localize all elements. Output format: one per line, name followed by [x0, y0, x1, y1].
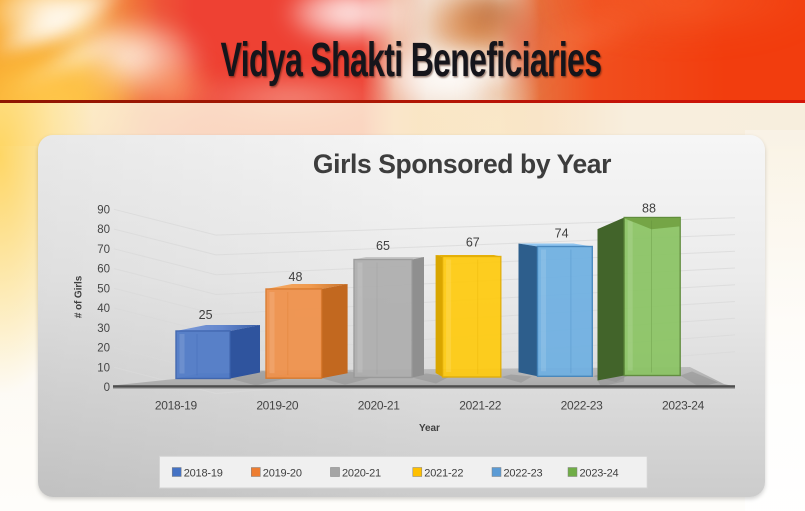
svg-text:48: 48: [289, 270, 303, 284]
svg-text:2021-22: 2021-22: [459, 399, 502, 413]
svg-text:74: 74: [555, 227, 569, 241]
svg-text:2018-19: 2018-19: [184, 468, 223, 480]
svg-text:20: 20: [97, 343, 110, 355]
svg-text:Year: Year: [419, 423, 440, 434]
svg-text:80: 80: [97, 224, 110, 236]
svg-text:2019-20: 2019-20: [256, 399, 299, 413]
svg-text:50: 50: [97, 283, 110, 295]
svg-text:2020-21: 2020-21: [358, 399, 401, 413]
svg-text:2019-20: 2019-20: [263, 468, 302, 480]
svg-text:67: 67: [466, 236, 480, 250]
svg-text:40: 40: [97, 303, 110, 315]
svg-text:88: 88: [642, 202, 656, 216]
svg-text:0: 0: [104, 382, 110, 394]
svg-text:2021-22: 2021-22: [424, 468, 463, 480]
svg-text:Girls Sponsored by Year: Girls Sponsored by Year: [313, 149, 611, 179]
svg-text:2018-19: 2018-19: [155, 399, 198, 413]
svg-text:60: 60: [97, 264, 110, 276]
svg-text:2023-24: 2023-24: [662, 399, 705, 413]
svg-text:25: 25: [199, 308, 213, 322]
svg-text:2020-21: 2020-21: [342, 468, 381, 480]
svg-text:90: 90: [97, 204, 110, 216]
svg-text:70: 70: [97, 244, 110, 256]
svg-text:10: 10: [97, 362, 110, 374]
svg-text:# of Girls: # of Girls: [74, 275, 85, 318]
svg-text:65: 65: [376, 239, 390, 253]
svg-text:2022-23: 2022-23: [561, 399, 604, 413]
svg-text:2023-24: 2023-24: [580, 468, 619, 480]
svg-text:30: 30: [97, 323, 110, 335]
svg-text:2022-23: 2022-23: [504, 468, 543, 480]
